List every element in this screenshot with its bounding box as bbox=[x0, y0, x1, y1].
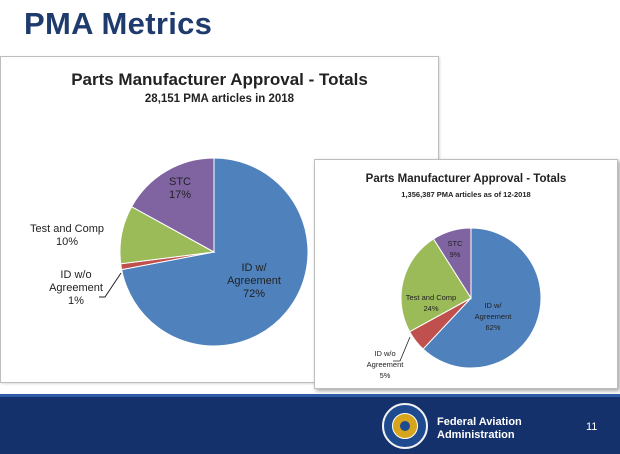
agency-line1: Federal Aviation bbox=[437, 416, 522, 428]
footer-stripe bbox=[0, 394, 620, 397]
pie-plot: ID w/Agreement 62% ID w/o Agreement 5% Test a… bbox=[367, 227, 542, 380]
pie-slice-stc bbox=[130, 157, 215, 253]
leader-line bbox=[99, 272, 122, 298]
pie-plot: ID w/Agreement 72% ID w/o Agreement 1% Test a… bbox=[30, 157, 309, 347]
slice-label: Test and Comp 10% bbox=[30, 223, 104, 248]
slice-label: Test and Comp 24% bbox=[406, 293, 456, 313]
faa-seal-icon bbox=[382, 403, 428, 449]
slice-label: ID w/o Agreement 5% bbox=[367, 349, 405, 380]
agency-line2: Administration bbox=[437, 429, 515, 441]
slide-title: PMA Metrics bbox=[24, 6, 213, 41]
leader-line bbox=[393, 336, 411, 362]
pie-chart-cumulative: Parts Manufacturer Approval - Totals 1,3… bbox=[314, 159, 618, 389]
chart-subtitle: 28,151 PMA articles in 2018 bbox=[144, 93, 295, 105]
page-number: 11 bbox=[586, 421, 598, 433]
seal-emblem bbox=[392, 413, 418, 439]
agency-name: Federal Aviation Administration bbox=[437, 416, 522, 442]
pie-slice-test-and-comp bbox=[400, 238, 472, 333]
chart-subtitle: 1,356,387 PMA articles as of 12-2018 bbox=[401, 190, 531, 199]
pie-slice-id-w-agreement bbox=[422, 227, 542, 369]
pie-slice-stc bbox=[432, 227, 472, 300]
slice-label: STC 9% bbox=[448, 239, 464, 259]
slice-label: ID w/Agreement 62% bbox=[475, 301, 513, 332]
chart-title: Parts Manufacturer Approval - Totals bbox=[365, 173, 567, 185]
slice-label: STC 17% bbox=[169, 176, 191, 201]
slice-label: ID w/Agreement 72% bbox=[227, 262, 281, 300]
chart-title: Parts Manufacturer Approval - Totals bbox=[71, 70, 368, 89]
footer-bar bbox=[0, 397, 620, 454]
slice-label: ID w/o Agreement 1% bbox=[49, 269, 103, 307]
